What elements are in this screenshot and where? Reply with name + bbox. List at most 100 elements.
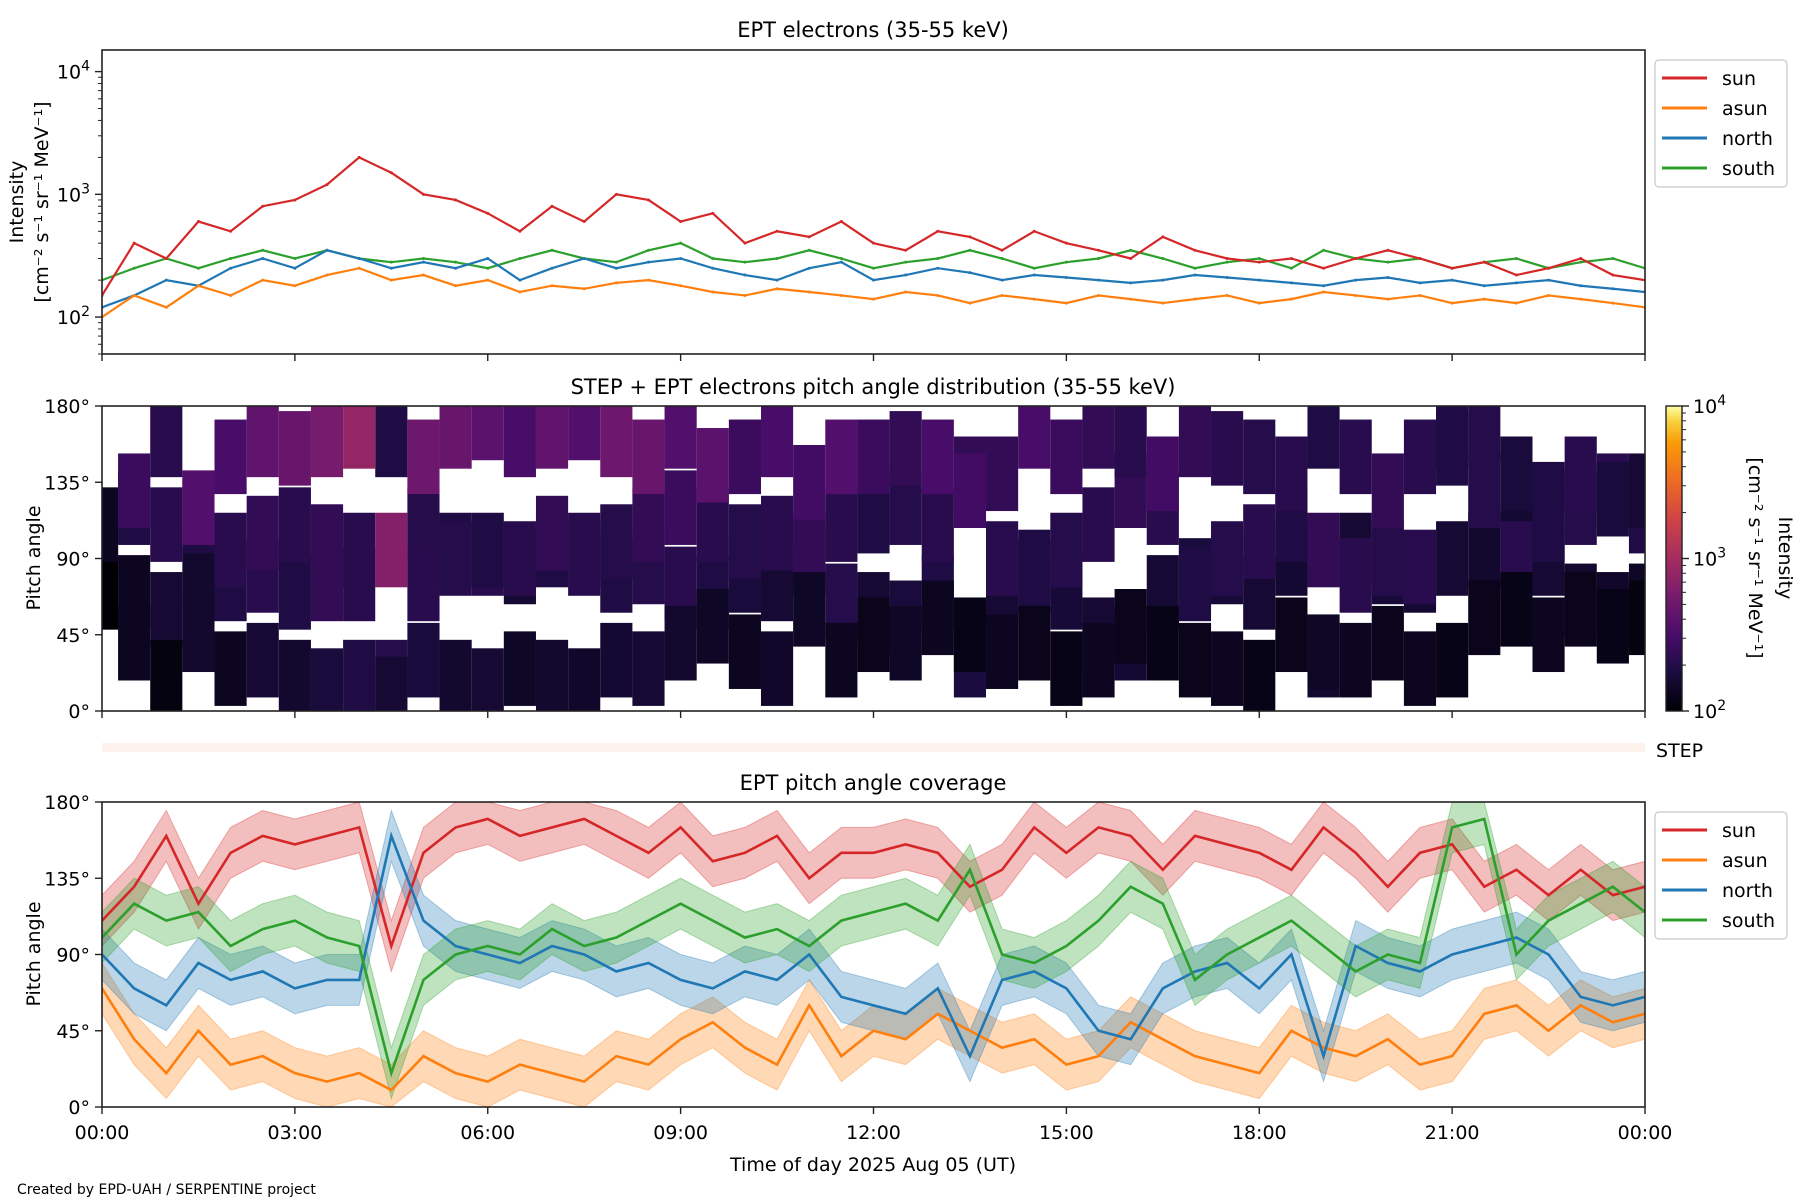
data-point-south [1514,257,1518,261]
heatmap-cell-sun [1082,406,1115,469]
data-point-north [775,278,779,282]
heatmap-cell-north [1436,521,1469,596]
data-point-north [743,273,747,277]
heatmap-cell-south [246,495,279,571]
heatmap-cell-asun [1243,639,1276,711]
data-point-north [1514,281,1518,285]
panel3-plot-area [102,802,1645,1107]
data-point-sun [839,220,843,224]
heatmap-cell-sun [182,470,215,545]
data-point-sun [807,235,811,239]
panel3-legend: sun asun north south [1654,811,1788,940]
panel2-ylabel: Pitch angle [23,505,45,610]
panel1-legend: sun asun north south [1654,59,1788,188]
heatmap-cell-sun [1178,406,1212,478]
y-tick-label: 104 [57,59,90,84]
data-point-south [711,257,715,261]
heatmap-cell-south [343,512,376,588]
data-point-asun [357,266,361,270]
heatmap-cell-asun [375,656,408,711]
data-point-asun [1257,301,1261,305]
data-point-sun [711,211,715,215]
y-tick-label: 0° [68,1097,90,1119]
data-point-sun [325,183,329,187]
legend-label-asun: asun [1722,98,1768,120]
data-point-sun [1289,257,1293,261]
data-point-asun [582,287,586,291]
data-point-asun [293,284,297,288]
heatmap-cell-asun [310,648,344,711]
colorbar [1665,405,1683,712]
y-tick-label: 0° [68,701,90,723]
heatmap-cell-sun [1628,453,1645,528]
x-tick-label: 21:00 [1425,1122,1480,1144]
data-point-north [229,266,233,270]
heatmap-cell-asun [1339,622,1372,698]
data-point-sun [968,235,972,239]
data-point-sun [1064,241,1068,245]
data-point-north [936,266,940,270]
footer-credit: Created by EPD-UAH / SERPENTINE project [17,1182,316,1198]
heatmap-cell-sun [439,406,472,469]
data-point-north [1129,281,1133,285]
data-point-north [518,278,522,282]
data-point-sun [936,229,940,233]
heatmap-cell-south [568,512,601,588]
data-point-north [550,266,554,270]
heatmap-cell-sun [278,411,311,486]
x-tick-label: 00:00 [1618,1122,1673,1144]
data-point-asun [486,278,490,282]
heatmap-cell-asun [1371,605,1404,681]
heatmap-cell-sun [1211,411,1244,486]
heatmap-cell-asun [953,597,987,673]
heatmap-cell-sun [1436,411,1469,486]
data-point-north [807,266,811,270]
heatmap-cell-sun [1243,419,1276,495]
heatmap-cell-south [150,487,183,562]
legend-box [1654,811,1788,940]
data-point-sun [872,241,875,245]
data-point-south [229,257,233,261]
heatmap-cell-sun [825,419,858,495]
y-tick-label: 135° [44,472,90,494]
heatmap-cell-sun [150,406,183,478]
heatmap-cell-sun [857,419,890,495]
heatmap-cell-asun [1307,614,1340,689]
heatmap-cell-sun [407,419,440,495]
heatmap-cell-asun [1468,580,1501,656]
heatmap-cell-sun [760,406,794,478]
heatmap-cell-south [1468,406,1501,461]
data-point-sun [1161,235,1165,239]
data-point-north [582,257,586,261]
data-point-sun [550,204,554,208]
heatmap-cell-sun [343,406,376,469]
panel2-title: STEP + EPT electrons pitch angle distrib… [571,375,1176,399]
heatmap-cell-sun [1468,453,1501,528]
heatmap-cell-asun [1146,605,1179,681]
data-point-south [1611,257,1615,261]
x-tick-label: 09:00 [653,1122,708,1144]
series-line-south [102,817,1645,1078]
heatmap-cell-south [278,487,311,562]
heatmap-cell-asun [150,639,183,711]
series-line-north [102,831,1645,1061]
heatmap-cell-sun [102,487,119,562]
heatmap-cell-sun [214,419,247,495]
data-point-sun [164,257,168,261]
data-point-asun [261,278,265,282]
heatmap-cell-sun [1114,406,1147,478]
heatmap-cell-asun [1050,631,1083,706]
heatmap-cell-asun [343,639,376,711]
panel1-title: EPT electrons (35-55 keV) [737,18,1009,42]
heatmap-cell-asun [471,648,504,711]
heatmap-cell-south [407,546,440,622]
heatmap-cell-sun [1500,436,1533,512]
data-point-asun [1032,297,1036,301]
y-tick-label: 45° [56,1021,90,1043]
heatmap-cell-asun [1628,580,1645,656]
panel1-frame [101,49,1646,355]
heatmap-cell-sun [1275,436,1308,512]
data-point-asun [1161,301,1165,305]
data-point-sun [904,248,908,252]
data-point-south [839,257,843,261]
